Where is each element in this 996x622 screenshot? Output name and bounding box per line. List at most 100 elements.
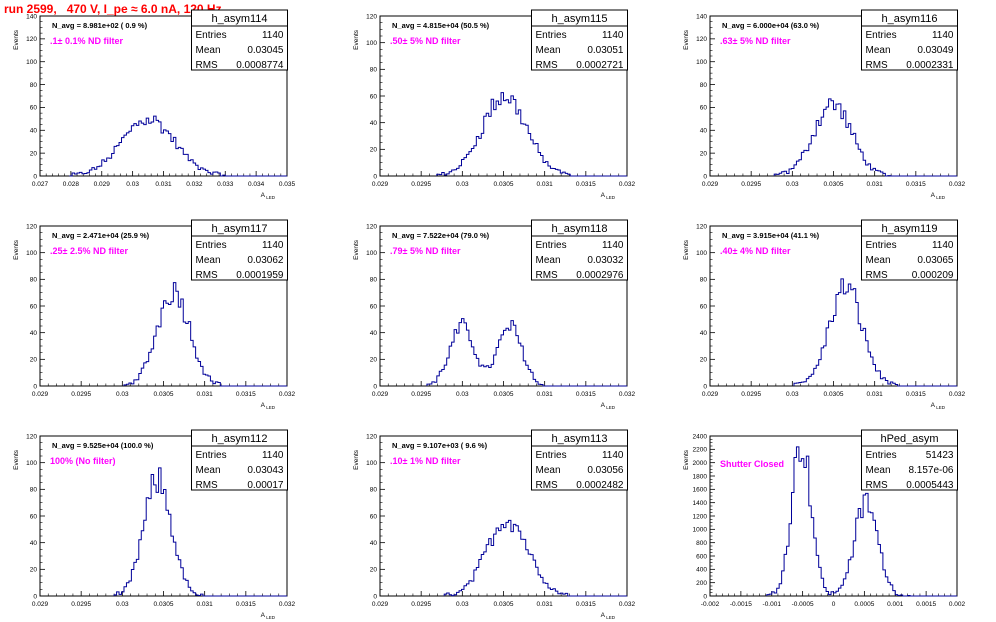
stat-value: 0.03045	[247, 45, 284, 56]
n-avg-label: N_avg = 2.471e+04 (25.9 %)	[52, 231, 150, 240]
stats-box	[531, 429, 628, 491]
stat-label: Mean	[536, 255, 561, 266]
y-tick-label: 40	[30, 128, 38, 135]
y-tick-label: 120	[696, 36, 707, 43]
x-tick-label: 0.032	[279, 601, 296, 608]
x-tick-label: 0.029	[94, 181, 111, 188]
y-tick-label: 100	[366, 40, 377, 47]
y-tick-label: 0	[33, 593, 37, 600]
histogram-name: h_asym113	[551, 433, 607, 445]
histogram-name: h_asym112	[211, 433, 267, 445]
histogram-panel-h_asym114: 0.027 0.028 0.029 0.03 0.031 0.032 0.033 0.034 0…	[13, 9, 296, 200]
x-tick-label: 0.03	[786, 391, 799, 398]
y-tick-label: 0	[373, 593, 377, 600]
histogram-name: h_asym116	[881, 13, 937, 25]
stat-value: 0.03056	[587, 465, 624, 476]
x-tick-label: 0.028	[63, 181, 80, 188]
stat-value: 0.0005443	[906, 480, 954, 491]
y-tick-label: 40	[370, 120, 378, 127]
y-tick-label: 20	[30, 150, 38, 157]
histogram-line	[766, 446, 957, 597]
stat-label: RMS	[536, 480, 559, 491]
y-tick-label: 40	[30, 330, 38, 337]
x-tick-label: 0.0305	[824, 181, 844, 188]
stats-box	[191, 9, 288, 71]
y-tick-label: 0	[703, 173, 707, 180]
y-tick-label: 20	[370, 357, 378, 364]
stat-label: RMS	[536, 60, 559, 71]
stats-box	[861, 429, 958, 491]
y-tick-label: 140	[696, 13, 707, 20]
y-tick-label: 80	[30, 487, 38, 494]
x-tick-label: 0.029	[372, 601, 389, 608]
y-tick-label: 120	[366, 433, 377, 440]
histogram-name: hPed_asym	[880, 433, 938, 445]
stat-value: 0.0001959	[236, 270, 284, 281]
stat-value: 0.0002482	[576, 480, 624, 491]
x-tick-label: 0.032	[619, 601, 636, 608]
y-tick-label: 120	[696, 223, 707, 230]
x-tick-label: 0.0295	[411, 181, 431, 188]
x-tick-label: -0.001	[763, 601, 782, 608]
stats-box	[861, 9, 958, 71]
y-tick-label: 60	[700, 303, 708, 310]
stat-value: 0.03062	[247, 255, 284, 266]
x-tick-label: 0.033	[217, 181, 234, 188]
x-tick-label: 0.0315	[236, 601, 256, 608]
stat-value: 8.157e-06	[908, 465, 953, 476]
histogram-line	[443, 519, 627, 597]
y-tick-label: 0	[703, 593, 707, 600]
stat-value: 0.00017	[247, 480, 284, 491]
histogram-panel-h_asym116: 0.029 0.0295 0.03 0.0305 0.031 0.0315 0.032 0 20…	[683, 9, 966, 200]
x-axis-title: A LED	[261, 402, 276, 410]
filter-label: 100% (No filter)	[50, 456, 116, 466]
y-tick-label: 2400	[693, 433, 708, 440]
stat-label: Entries	[536, 30, 567, 41]
y-tick-label: 60	[370, 93, 378, 100]
x-tick-label: 0.0295	[71, 601, 91, 608]
y-tick-label: 60	[30, 303, 38, 310]
y-axis-title: Events	[13, 239, 20, 260]
x-tick-label: 0.029	[372, 181, 389, 188]
y-tick-label: 600	[696, 553, 707, 560]
y-tick-label: 20	[30, 567, 38, 574]
n-avg-label: N_avg = 8.981e+02 ( 0.9 %)	[52, 21, 148, 30]
y-tick-label: 2200	[693, 447, 708, 454]
stats-box	[191, 429, 288, 491]
y-tick-label: 120	[26, 223, 37, 230]
x-tick-label: 0.035	[279, 181, 296, 188]
x-tick-label: 0.0305	[154, 391, 174, 398]
stat-value: 0.0008774	[236, 60, 284, 71]
stat-label: Mean	[196, 45, 221, 56]
x-axis-title: A LED	[261, 192, 276, 200]
stat-value: 0.03065	[917, 255, 954, 266]
x-tick-label: 0.031	[867, 181, 884, 188]
stat-label: Entries	[196, 30, 227, 41]
y-tick-label: 60	[700, 105, 708, 112]
y-tick-label: 80	[700, 82, 708, 89]
y-tick-label: 20	[30, 357, 38, 364]
x-axis-title: A LED	[931, 192, 946, 200]
filter-label: .63± 5% ND filter	[720, 36, 791, 46]
x-tick-label: 0.0315	[576, 181, 596, 188]
y-tick-label: 40	[370, 540, 378, 547]
y-tick-label: 100	[26, 250, 37, 257]
y-tick-label: 80	[370, 277, 378, 284]
histogram-line	[773, 98, 957, 177]
n-avg-label: N_avg = 9.107e+03 ( 9.6 %)	[392, 441, 488, 450]
y-axis-title: Events	[353, 449, 360, 470]
y-tick-label: 100	[696, 59, 707, 66]
stat-label: Mean	[196, 465, 221, 476]
y-tick-label: 0	[703, 383, 707, 390]
stat-value: 0.0002721	[576, 60, 624, 71]
n-avg-label: N_avg = 6.000e+04 (63.0 %)	[722, 21, 820, 30]
x-axis-title: A LED	[601, 402, 616, 410]
y-tick-label: 0	[373, 173, 377, 180]
x-tick-label: 0.031	[867, 391, 884, 398]
x-tick-label: 0.031	[537, 601, 554, 608]
y-tick-label: 120	[366, 13, 377, 20]
y-tick-label: 80	[700, 277, 708, 284]
y-axis-title: Events	[13, 29, 20, 50]
x-tick-label: 0	[832, 601, 836, 608]
stat-value: 1140	[262, 30, 284, 41]
